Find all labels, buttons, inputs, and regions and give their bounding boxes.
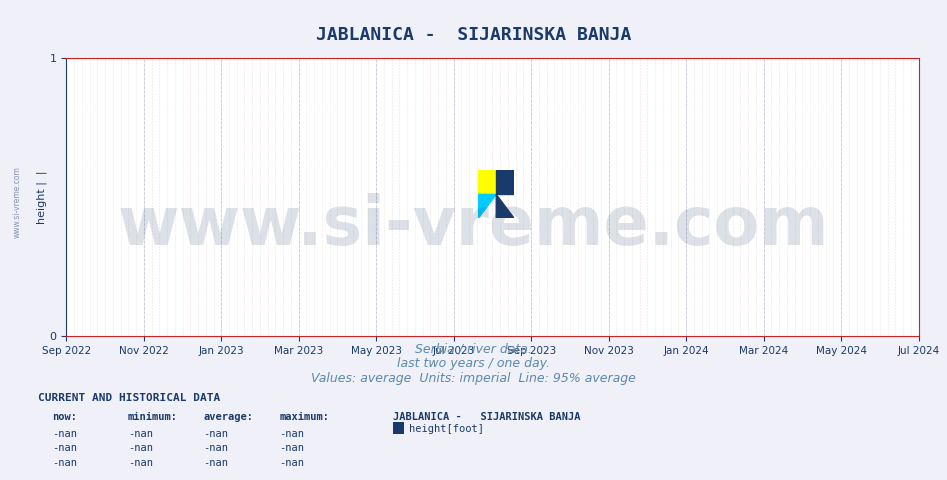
Text: -nan: -nan bbox=[52, 457, 77, 468]
Polygon shape bbox=[478, 194, 496, 218]
Text: -nan: -nan bbox=[279, 457, 304, 468]
Text: -nan: -nan bbox=[204, 457, 228, 468]
Text: JABLANICA -  SIJARINSKA BANJA: JABLANICA - SIJARINSKA BANJA bbox=[315, 26, 632, 45]
Polygon shape bbox=[496, 170, 514, 194]
Y-axis label: height |  |: height | | bbox=[36, 170, 46, 224]
Text: -nan: -nan bbox=[279, 429, 304, 439]
Text: CURRENT AND HISTORICAL DATA: CURRENT AND HISTORICAL DATA bbox=[38, 393, 220, 403]
Text: -nan: -nan bbox=[128, 457, 152, 468]
Text: height[foot]: height[foot] bbox=[409, 424, 484, 434]
Text: www.si-vreme.com: www.si-vreme.com bbox=[12, 166, 22, 238]
Text: -nan: -nan bbox=[128, 443, 152, 453]
Text: minimum:: minimum: bbox=[128, 412, 178, 422]
Text: www.si-vreme.com: www.si-vreme.com bbox=[117, 192, 830, 259]
Text: -nan: -nan bbox=[128, 429, 152, 439]
Text: maximum:: maximum: bbox=[279, 412, 330, 422]
Polygon shape bbox=[496, 194, 514, 218]
Text: -nan: -nan bbox=[52, 443, 77, 453]
Polygon shape bbox=[478, 170, 496, 194]
Text: -nan: -nan bbox=[52, 429, 77, 439]
Text: JABLANICA -   SIJARINSKA BANJA: JABLANICA - SIJARINSKA BANJA bbox=[393, 412, 581, 422]
Text: Serbia / river data.: Serbia / river data. bbox=[415, 343, 532, 356]
Text: -nan: -nan bbox=[204, 429, 228, 439]
Text: Values: average  Units: imperial  Line: 95% average: Values: average Units: imperial Line: 95… bbox=[311, 372, 636, 384]
Text: -nan: -nan bbox=[279, 443, 304, 453]
Text: average:: average: bbox=[204, 412, 254, 422]
Text: now:: now: bbox=[52, 412, 77, 422]
Text: last two years / one day.: last two years / one day. bbox=[397, 357, 550, 370]
Text: -nan: -nan bbox=[204, 443, 228, 453]
